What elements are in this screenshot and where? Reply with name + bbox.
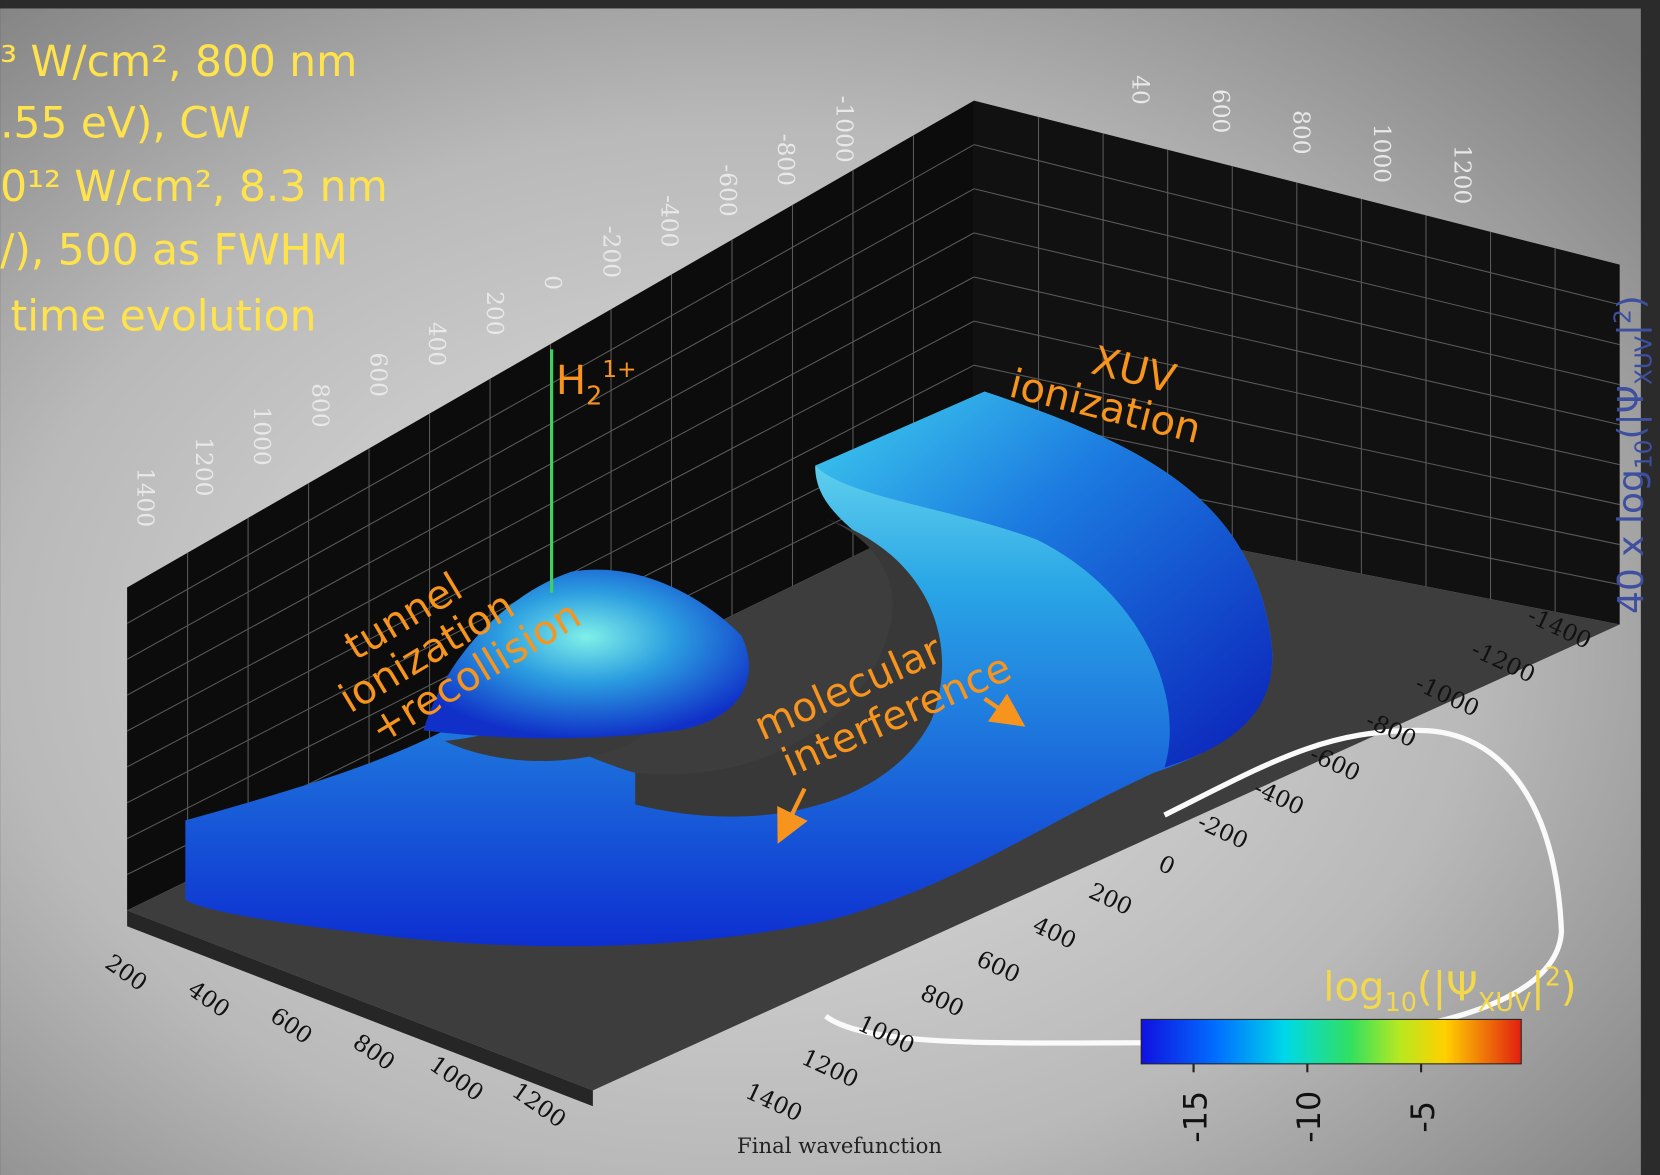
header-line: 0¹² W/cm², 8.3 nm (0, 162, 388, 211)
label-part: XUV (1478, 987, 1532, 1017)
tick-label: 600 (1207, 89, 1234, 133)
label-part: (|Ψ (1417, 964, 1478, 1010)
tick-label: -800 (772, 134, 799, 186)
tick-label: -1000 (830, 96, 857, 163)
colorbar-tick-label: -10 (1292, 1091, 1328, 1143)
label-part: ) (1561, 964, 1577, 1010)
colorbar-tick-label: -15 (1178, 1091, 1214, 1143)
label-part: log (1323, 964, 1384, 1010)
tick-label: 800 (306, 383, 333, 427)
ion-base: H (556, 358, 586, 404)
label-part: 2 (1545, 962, 1561, 992)
tick-label: 800 (1288, 110, 1315, 154)
body: ³ W/cm², 800 nm .55 eV), CW 0¹² W/cm², 8.3… (0, 0, 1660, 1175)
label-part: | (1611, 324, 1652, 336)
ion-sup: 1+ (602, 356, 636, 383)
label-part: | (1531, 964, 1545, 1010)
label-part: 2 (1609, 309, 1636, 324)
tick-label: 1000 (248, 407, 275, 466)
tick-label: 1400 (132, 468, 159, 527)
header-line: /), 500 as FWHM (0, 226, 348, 275)
tick-label: 600 (365, 353, 392, 397)
tick-label: -600 (714, 164, 741, 216)
label-part: XUV (1630, 336, 1657, 385)
tick-label: 0 (539, 275, 566, 290)
label-part: 10 (1385, 987, 1417, 1017)
label-part: 40 x log (1611, 469, 1652, 614)
page: XUV ionization wavefunction {"header": {… (0, 0, 1660, 1175)
caption: Final wavefunction (737, 1133, 942, 1158)
label-part: 10 (1630, 440, 1657, 470)
header-line: .55 eV), CW (0, 99, 251, 148)
colorbar-label: log10(|ΨXUV|2) (1323, 962, 1576, 1017)
colorbar-tick-label: -5 (1406, 1101, 1442, 1133)
colorbar (1141, 1019, 1521, 1063)
ion-sub: 2 (586, 380, 602, 410)
tick-label: 200 (481, 291, 508, 335)
tick-label: -400 (656, 195, 683, 247)
tick-label: 400 (423, 322, 450, 366)
tick-label: -200 (597, 226, 624, 278)
header-line: time evolution (11, 291, 317, 340)
header-line: ³ W/cm², 800 nm (0, 37, 357, 86)
label-part: ) (1611, 295, 1652, 309)
slide: ³ W/cm², 800 nm .55 eV), CW 0¹² W/cm², 8.3… (0, 0, 1660, 1175)
tick-label: 1200 (1449, 145, 1476, 204)
label-part: (|Ψ (1611, 385, 1652, 440)
tick-label: 1000 (1368, 124, 1395, 183)
tick-label: 40 (1127, 75, 1154, 105)
tick-label: 1200 (190, 437, 217, 496)
